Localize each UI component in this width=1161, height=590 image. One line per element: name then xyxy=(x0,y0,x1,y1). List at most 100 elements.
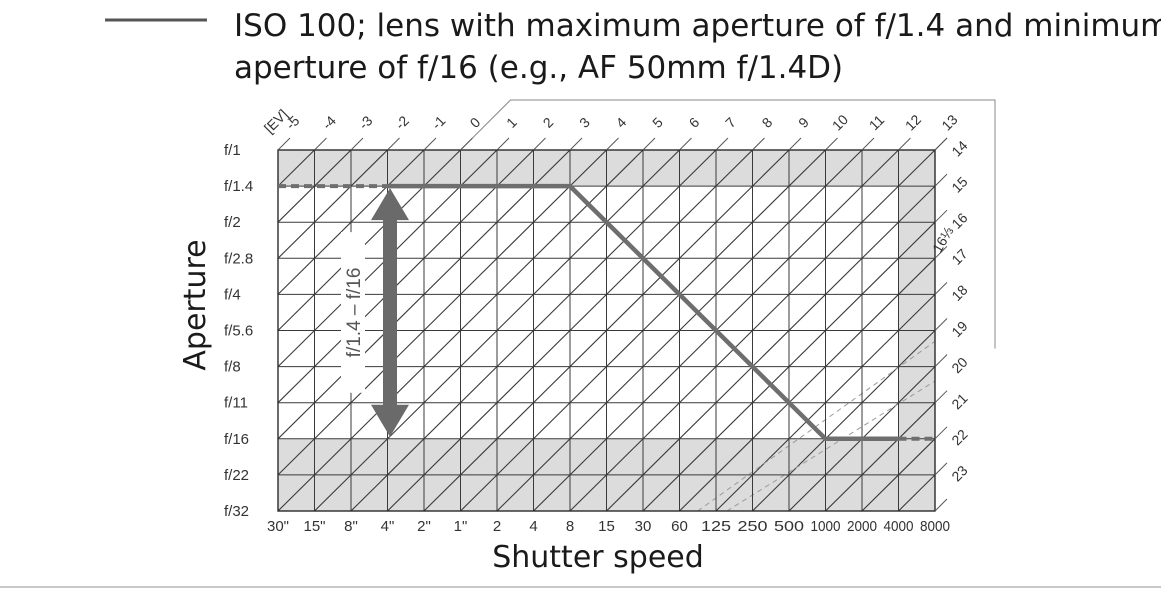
ev-right-label: 14 xyxy=(948,137,970,159)
y-tick-label: f/22 xyxy=(224,467,249,484)
ev-top-label: 11 xyxy=(866,112,888,134)
y-tick-label: f/32 xyxy=(224,503,249,520)
x-tick-label: 1000 xyxy=(811,518,841,535)
ev-top-label: 9 xyxy=(795,114,812,131)
ev-top-label: 10 xyxy=(829,111,851,133)
x-tick-label: 4" xyxy=(381,518,395,535)
ev-diagonal xyxy=(861,438,935,511)
ev-diagonal xyxy=(972,150,1161,511)
y-tick-label: f/2.8 xyxy=(224,250,253,267)
ev-top-label: 8 xyxy=(759,114,776,131)
ev-top-tick xyxy=(825,137,838,151)
x-tick-label: 500 xyxy=(774,518,804,535)
y-tick-label: f/1.4 xyxy=(224,178,253,195)
ev-top-label: 5 xyxy=(649,114,666,131)
ev-top-tick xyxy=(569,137,583,151)
series-program-line xyxy=(387,183,899,442)
aperture-range-label: f/1.4 – f/16 xyxy=(344,268,365,358)
ev-right-tick xyxy=(934,426,948,440)
ev-top-label: 0 xyxy=(467,114,484,131)
ev-top-label: 4 xyxy=(613,114,630,131)
dashed-guide xyxy=(726,380,935,511)
bottom-divider xyxy=(0,586,1161,588)
ev-diagonal xyxy=(825,401,935,511)
ev-top-label: -3 xyxy=(355,112,375,132)
ev-right-label: 15 xyxy=(948,173,970,195)
x-tick-label: 125 xyxy=(701,518,731,535)
ev-right-tick xyxy=(934,498,948,512)
x-tick-label: 4 xyxy=(529,518,537,535)
ev-diagonal xyxy=(278,150,315,187)
x-tick-label: 8" xyxy=(344,518,358,535)
ev-top-tick xyxy=(715,137,729,151)
x-tick-label: 30" xyxy=(267,518,289,535)
x-tick-label: 8000 xyxy=(920,518,950,535)
ev-right-tick xyxy=(934,209,948,223)
ev-right-tick xyxy=(934,354,948,367)
ev-top-label: 2 xyxy=(540,114,557,131)
ev-right-tick xyxy=(934,245,948,259)
ev-top-tick xyxy=(606,137,619,151)
ev-top-tick xyxy=(460,137,473,151)
ev-top-tick xyxy=(788,137,802,151)
range-arrow-head-bottom xyxy=(371,404,409,437)
ev-top-label: 12 xyxy=(902,111,924,133)
ev-top-tick xyxy=(423,137,437,151)
ev-top-label: -4 xyxy=(319,112,339,132)
y-tick-label: f/1 xyxy=(224,142,241,159)
chart-title-line-1: ISO 100; lens with maximum aperture of f… xyxy=(234,8,1161,44)
ev-diagonal xyxy=(788,365,935,511)
chart-title-line-2: aperture of f/16 (e.g., AF 50mm f/1.4D) xyxy=(234,50,843,86)
ev-diagonal xyxy=(278,150,388,260)
y-tick-label: f/2 xyxy=(224,214,241,231)
x-tick-label: 15 xyxy=(598,518,615,535)
ev-right-label: 21 xyxy=(948,390,970,412)
x-tick-label: 8 xyxy=(566,518,574,535)
ev-right-tick xyxy=(934,137,948,151)
ev-right-tick xyxy=(934,318,948,331)
aperture-range-arrow: f/1.4 – f/16 xyxy=(341,188,409,437)
ev-right-label: 22 xyxy=(948,426,970,448)
ev-diagonal xyxy=(752,329,935,511)
ev-top-tick xyxy=(277,137,291,151)
ev-diagonal xyxy=(278,150,352,223)
y-tick-label: f/4 xyxy=(224,286,241,303)
x-tick-label: 1" xyxy=(454,518,468,535)
ev-right-label: 19 xyxy=(948,318,970,340)
ev-right-label: 18 xyxy=(948,282,970,304)
ev-right-tick xyxy=(934,462,948,476)
ev-right-tick xyxy=(934,173,948,187)
ev-right-tick xyxy=(934,282,948,295)
x-tick-label: 2" xyxy=(417,518,431,535)
ev-top-label: -2 xyxy=(392,112,412,132)
ev-top-label: 6 xyxy=(686,114,703,131)
ev-top-tick xyxy=(752,137,765,151)
ev-top-tick xyxy=(861,137,875,151)
range-arrow-shaft xyxy=(383,218,397,407)
y-axis-title: Aperture xyxy=(178,239,213,370)
ev-top-tick xyxy=(314,137,327,151)
ev-top-label: 13 xyxy=(938,111,960,133)
x-tick-label: 2 xyxy=(493,518,501,535)
dashed-guide xyxy=(697,340,935,511)
ev-top-tick xyxy=(533,137,546,151)
x-tick-label: 60 xyxy=(671,518,688,535)
x-tick-label: 2000 xyxy=(847,518,877,535)
ev-top-tick xyxy=(679,137,692,151)
y-tick-label: f/5.6 xyxy=(224,323,253,340)
x-tick-label: 250 xyxy=(738,518,768,535)
range-arrow-head-top xyxy=(371,188,409,221)
ev-top-label: 3 xyxy=(576,114,593,131)
ev-right-tick xyxy=(934,390,948,404)
ev-frame-outline xyxy=(460,99,996,349)
series-layer xyxy=(278,183,935,442)
y-axis-ticks: f/1 f/1.4 f/2 f/2.8 f/4 f/5.6 f/8 f/11 f/16 f/22 f… xyxy=(224,142,253,520)
ev-top-labels: [EV]-5 -4 -3 -2 -1 0 1 2 3 4 5 6 7 8 9 10 11 12 13 xyxy=(261,106,961,136)
x-tick-label: 15" xyxy=(303,518,325,535)
range-label-bg xyxy=(341,232,365,393)
ev-top-tick xyxy=(387,137,400,151)
ev-frame xyxy=(277,99,996,512)
ev-right-label: 20 xyxy=(948,354,970,376)
ev-top-tick xyxy=(350,137,364,151)
